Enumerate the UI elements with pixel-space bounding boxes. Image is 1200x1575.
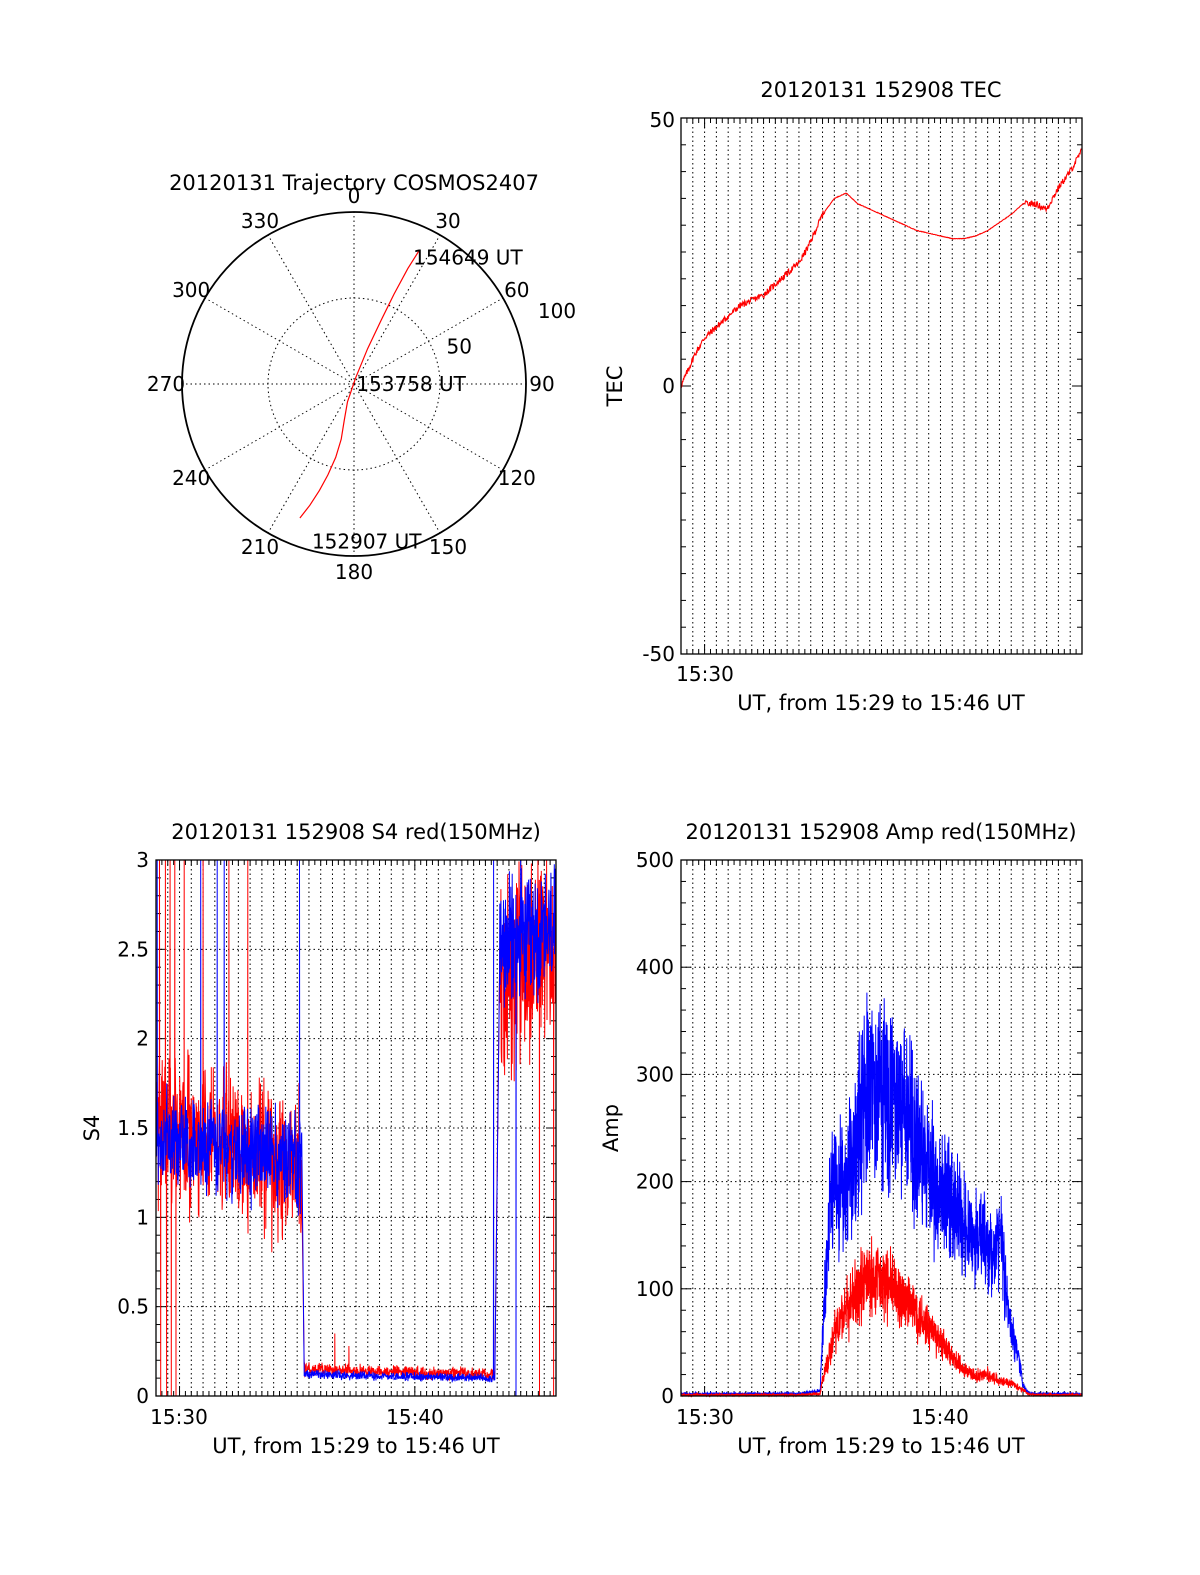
amp-panel: 20120131 152908 Amp red(150MHz) 0 100 200 3… bbox=[599, 820, 1083, 1458]
y-tick-label: 0 bbox=[661, 1384, 674, 1408]
tec-ytick-minus50: -50 bbox=[642, 642, 675, 666]
s4-xlabel: UT, from 15:29 to 15:46 UT bbox=[212, 1434, 500, 1458]
s4-line-red bbox=[155, 859, 557, 1397]
tec-ylabel: TEC bbox=[603, 366, 627, 408]
amp-xtick-1540: 15:40 bbox=[911, 1405, 969, 1429]
y-tick-label: 1.5 bbox=[117, 1116, 149, 1140]
polar-spoke bbox=[353, 383, 441, 534]
s4-frame bbox=[155, 859, 557, 1397]
tec-frame bbox=[680, 117, 1083, 655]
radial-label-100: 100 bbox=[538, 299, 576, 323]
polar-spoke bbox=[353, 234, 441, 385]
azimuth-label: 300 bbox=[172, 278, 210, 302]
amp-title: 20120131 152908 Amp red(150MHz) bbox=[685, 820, 1076, 844]
s4-ytick-labels: 0 0.5 1 1.5 2 2.5 3 bbox=[117, 848, 149, 1408]
tec-series-line bbox=[680, 148, 1083, 388]
s4-panel: 20120131 152908 S4 red(150MHz) 0 0.5 1 1.5 2… bbox=[80, 820, 557, 1458]
polar-spoke bbox=[204, 383, 355, 471]
y-tick-label: 400 bbox=[636, 955, 674, 979]
y-tick-label: 100 bbox=[636, 1277, 674, 1301]
y-tick-label: 300 bbox=[636, 1062, 674, 1086]
azimuth-label: 210 bbox=[241, 535, 279, 559]
polar-spoke bbox=[267, 383, 355, 534]
azimuth-label: 90 bbox=[529, 372, 554, 396]
polar-spoke bbox=[353, 297, 504, 385]
y-tick-label: 3 bbox=[136, 848, 149, 872]
azimuth-label: 180 bbox=[335, 560, 373, 584]
tec-title: 20120131 152908 TEC bbox=[760, 78, 1001, 102]
azimuth-label: 30 bbox=[435, 209, 460, 233]
azimuth-label: 0 bbox=[348, 184, 361, 208]
trajectory-panel: 20120131 Trajectory COSMOS2407 0 30 60 90 12… bbox=[147, 171, 576, 584]
trajectory-end-label: 154649 UT bbox=[413, 245, 523, 269]
y-tick-label: 0 bbox=[136, 1384, 149, 1408]
y-tick-label: 200 bbox=[636, 1170, 674, 1194]
tec-ytick-0: 0 bbox=[662, 374, 675, 398]
amp-ylabel: Amp bbox=[599, 1104, 623, 1152]
y-tick-label: 2 bbox=[136, 1027, 149, 1051]
azimuth-label: 330 bbox=[241, 209, 279, 233]
radial-label-50: 50 bbox=[447, 335, 472, 359]
s4-ylabel: S4 bbox=[80, 1115, 104, 1142]
azimuth-label: 150 bbox=[429, 535, 467, 559]
tec-xlabel: UT, from 15:29 to 15:46 UT bbox=[737, 691, 1025, 715]
amp-xlabel: UT, from 15:29 to 15:46 UT bbox=[737, 1434, 1025, 1458]
polar-spoke bbox=[267, 234, 355, 385]
amp-series bbox=[680, 992, 1083, 1398]
amp-frame bbox=[680, 859, 1083, 1397]
trajectory-line bbox=[299, 250, 420, 519]
tec-panel: 20120131 152908 TEC 50 0 -50 15:30 UT, f… bbox=[603, 78, 1083, 715]
amp-ytick-labels: 0 100 200 300 400 500 bbox=[636, 848, 674, 1408]
s4-series bbox=[155, 859, 557, 1397]
polar-spoke bbox=[204, 297, 355, 385]
azimuth-label: 120 bbox=[498, 466, 536, 490]
s4-title: 20120131 152908 S4 red(150MHz) bbox=[171, 820, 541, 844]
y-tick-label: 0.5 bbox=[117, 1295, 149, 1319]
amp-line-red bbox=[680, 1236, 1083, 1398]
tec-ytick-50: 50 bbox=[650, 108, 675, 132]
tec-xtick-1530: 15:30 bbox=[676, 662, 734, 686]
s4-line-blue bbox=[155, 859, 557, 1397]
azimuth-label: 240 bbox=[172, 466, 210, 490]
azimuth-label: 270 bbox=[147, 372, 185, 396]
trajectory-title: 20120131 Trajectory COSMOS2407 bbox=[169, 171, 539, 195]
polar-spoke bbox=[353, 383, 504, 471]
polar-azimuth-labels: 0 30 60 90 120 150 180 210 240 270 300 330 bbox=[147, 184, 555, 584]
y-tick-label: 1 bbox=[136, 1205, 149, 1229]
s4-grid bbox=[156, 860, 556, 1396]
s4-xtick-1540: 15:40 bbox=[386, 1405, 444, 1429]
y-tick-label: 500 bbox=[636, 848, 674, 872]
trajectory-start-label: 152907 UT bbox=[312, 529, 422, 553]
s4-xtick-1530: 15:30 bbox=[150, 1405, 208, 1429]
azimuth-label: 60 bbox=[504, 278, 529, 302]
amp-xtick-1530: 15:30 bbox=[676, 1405, 734, 1429]
trajectory-mid-label: 153758 UT bbox=[356, 372, 466, 396]
tec-grid bbox=[692, 118, 1071, 654]
tec-ticks bbox=[680, 117, 1083, 655]
polar-grid bbox=[181, 211, 527, 557]
y-tick-label: 2.5 bbox=[117, 937, 149, 961]
